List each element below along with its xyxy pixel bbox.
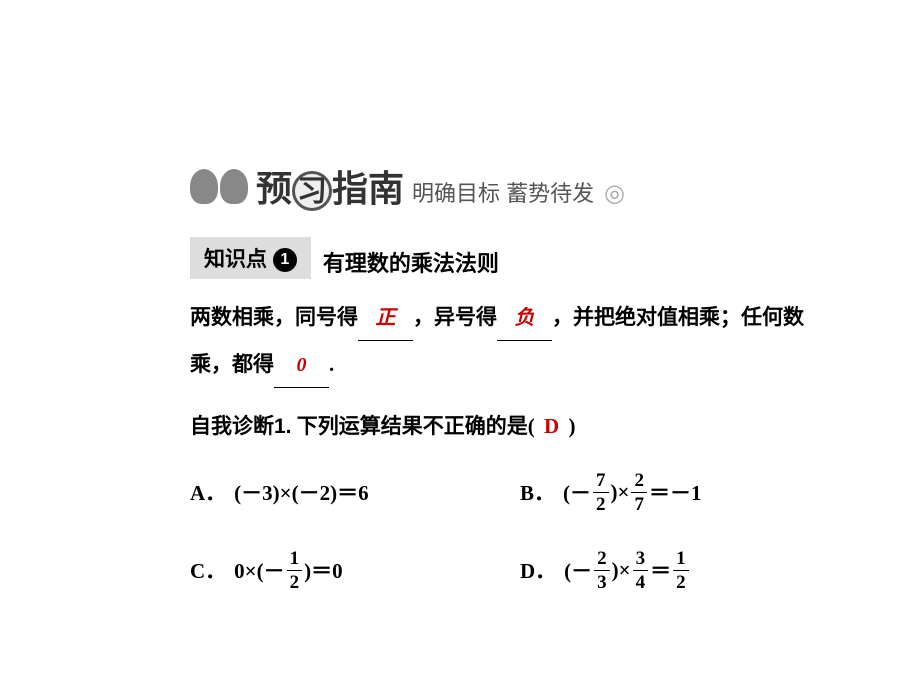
title-char-circled: 习 <box>292 171 332 211</box>
rule-text: . <box>329 352 334 376</box>
fraction: 2 7 <box>631 471 647 514</box>
fraction: 2 3 <box>594 549 610 592</box>
rule-text: ，并把绝对值相乘；任何数 <box>552 305 804 329</box>
title-char: 预 <box>256 160 292 212</box>
question-answer: D <box>540 414 563 438</box>
option-b: B． (－ 7 2 )× 2 7 ＝－1 <box>520 471 701 514</box>
question-1: 自我诊断1. 下列运算结果不正确的是( D ) <box>190 403 910 450</box>
section-title: 有理数的乘法法则 <box>323 251 499 276</box>
child-head-icon <box>220 169 248 204</box>
option-a: A． (－3)×(－2)＝6 <box>190 471 520 514</box>
rule-paragraph: 两数相乘，同号得正 ，异号得负 ，并把绝对值相乘；任何数 乘，都得 0. <box>190 294 910 388</box>
banner-title: 预 习 指 南 明确目标 蓄势待发 ◎ <box>256 160 625 212</box>
option-d: D． (－ 2 3 )× 3 4 ＝ 1 2 <box>520 549 691 592</box>
rule-text: 乘，都得 <box>190 352 274 376</box>
fraction: 3 4 <box>633 549 649 592</box>
frac-denominator: 2 <box>593 492 609 514</box>
question-text: 下列运算结果不正确的是( <box>297 414 535 438</box>
frac-numerator: 3 <box>633 549 649 570</box>
frac-denominator: 7 <box>631 492 647 514</box>
frac-denominator: 2 <box>673 570 689 592</box>
option-c: C． 0×(－ 1 2 )＝0 <box>190 549 520 592</box>
answer-text: 正 <box>376 307 396 329</box>
blank-field: 0 <box>274 341 329 388</box>
option-label: D． <box>520 555 556 585</box>
frac-numerator: 2 <box>631 471 647 492</box>
paren-close: ) <box>568 414 575 438</box>
frac-numerator: 1 <box>287 549 303 570</box>
option-label: A． <box>190 477 226 507</box>
math-part: ＝ <box>650 555 671 585</box>
title-char: 指 <box>332 160 368 212</box>
math-part: )＝0 <box>304 555 343 585</box>
math-expression: (－3)×(－2)＝6 <box>234 477 368 507</box>
document-content: 预 习 指 南 明确目标 蓄势待发 ◎ 知识点 1 有理数的乘法法则 两数相乘，… <box>190 160 910 627</box>
child-head-icon <box>190 169 218 204</box>
answer-text: 0 <box>297 354 307 376</box>
math-expression: (－ 7 2 )× 2 7 ＝－1 <box>563 471 701 514</box>
children-illustration-icon <box>190 169 248 204</box>
title-char: 南 <box>368 160 404 212</box>
blank-field: 负 <box>497 294 552 341</box>
fraction: 1 2 <box>673 549 689 592</box>
question-label: 自我诊断1. <box>190 415 292 438</box>
math-expression: (－ 2 3 )× 3 4 ＝ 1 2 <box>564 549 690 592</box>
knowledge-num-icon: 1 <box>273 248 297 272</box>
option-row: C． 0×(－ 1 2 )＝0 D． (－ 2 3 <box>190 549 910 592</box>
rule-text: 两数相乘，同号得 <box>190 305 358 329</box>
frac-numerator: 7 <box>593 471 609 492</box>
frac-denominator: 4 <box>633 570 649 592</box>
options-list: A． (－3)×(－2)＝6 B． (－ 7 2 )× 2 7 ＝－1 <box>190 471 910 592</box>
option-row: A． (－3)×(－2)＝6 B． (－ 7 2 )× 2 7 ＝－1 <box>190 471 910 514</box>
blank-field: 正 <box>358 294 413 341</box>
subtitle: 明确目标 蓄势待发 <box>412 176 594 208</box>
math-part: ＝－1 <box>649 477 702 507</box>
math-part: (－ <box>564 555 592 585</box>
header-banner: 预 习 指 南 明确目标 蓄势待发 ◎ <box>190 160 910 212</box>
math-expression: 0×(－ 1 2 )＝0 <box>234 549 342 592</box>
knowledge-label: 知识点 <box>204 248 267 271</box>
answer-text: 负 <box>515 307 535 329</box>
fraction: 7 2 <box>593 471 609 514</box>
math-part: (－ <box>563 477 591 507</box>
knowledge-section: 知识点 1 有理数的乘法法则 <box>190 237 910 279</box>
math-part: )× <box>611 480 630 505</box>
math-part: )× <box>612 558 631 583</box>
option-label: B． <box>520 477 555 507</box>
math-part: 0×(－ <box>234 555 284 585</box>
frac-numerator: 2 <box>594 549 610 570</box>
rule-text: ，异号得 <box>413 305 497 329</box>
frac-denominator: 2 <box>287 570 303 592</box>
fraction: 1 2 <box>287 549 303 592</box>
frac-denominator: 3 <box>594 570 610 592</box>
swirl-decoration-icon: ◎ <box>604 179 625 208</box>
option-label: C． <box>190 555 226 585</box>
frac-numerator: 1 <box>673 549 689 570</box>
knowledge-label-box: 知识点 1 <box>190 237 311 279</box>
